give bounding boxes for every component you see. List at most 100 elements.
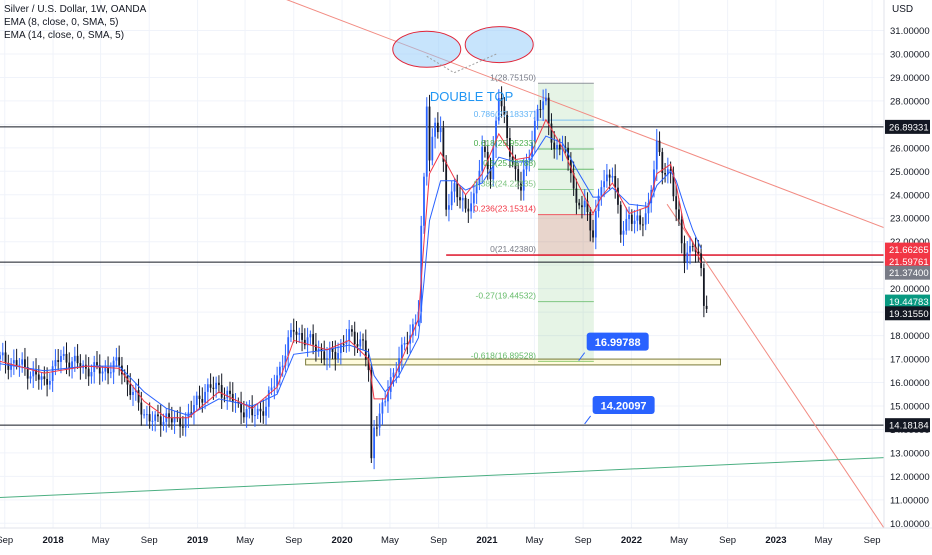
candle — [68, 352, 71, 377]
candle-body — [181, 426, 184, 428]
candle-body — [143, 414, 146, 416]
candle — [475, 178, 478, 204]
candle-body — [691, 246, 694, 248]
axis-price-tag-bg — [885, 265, 930, 280]
candle-body — [248, 406, 251, 409]
candle — [506, 110, 509, 147]
candle — [57, 348, 60, 371]
candle-body — [35, 369, 37, 375]
candle-body — [145, 414, 148, 416]
candle — [115, 347, 118, 368]
candle-body — [378, 413, 381, 428]
candle — [387, 380, 389, 413]
candle — [287, 330, 290, 368]
candle — [26, 356, 29, 390]
candle — [251, 395, 254, 423]
candle — [345, 328, 348, 353]
y-tick-label: 28.00000 — [890, 96, 930, 107]
candle — [359, 331, 362, 357]
candle-body — [353, 331, 356, 345]
x-tick-label: 2018 — [42, 535, 63, 546]
y-tick-label: 13.00000 — [890, 448, 930, 459]
candle-body — [7, 362, 10, 370]
candle — [392, 368, 395, 387]
x-tick-label: 2022 — [621, 535, 642, 546]
candle-body — [317, 348, 320, 352]
candle — [575, 178, 578, 215]
candle — [617, 178, 619, 214]
candle-body — [517, 169, 520, 183]
candle-body — [633, 220, 636, 224]
candle-body — [109, 372, 112, 374]
candle-body — [503, 106, 506, 116]
candle-body — [683, 243, 686, 264]
candle-body — [159, 416, 162, 426]
candle — [154, 410, 157, 432]
candle — [162, 413, 165, 431]
candle — [206, 378, 209, 404]
candle-body — [356, 344, 359, 347]
candle-body — [489, 169, 492, 180]
candle — [348, 319, 351, 352]
candle — [181, 416, 184, 436]
candle-body — [18, 364, 21, 366]
candle — [500, 86, 503, 118]
ema-fast-legend: EMA (8, close, 0, SMA, 5) — [4, 17, 119, 28]
candle-body — [533, 120, 536, 143]
candle-body — [381, 402, 384, 414]
x-tick-label: Sep — [0, 535, 13, 546]
candle — [425, 97, 428, 186]
axis-level-tag-text: 14.18184 — [889, 421, 929, 432]
candle — [495, 115, 497, 158]
candle-body — [514, 162, 517, 170]
candle — [98, 354, 101, 385]
candle — [145, 405, 148, 426]
candle — [62, 346, 65, 361]
candle-body — [578, 202, 581, 206]
candle — [581, 195, 583, 219]
price-callout: 16.99788 — [578, 332, 649, 361]
axis-price-tag: 21.66265 — [885, 242, 930, 257]
y-tick-label: 24.00000 — [890, 190, 930, 201]
candle — [492, 136, 495, 187]
candle-body — [303, 339, 306, 346]
candle-body — [137, 390, 140, 403]
candle — [278, 361, 281, 386]
fib-label: 0.618(25.95233) — [474, 138, 537, 148]
candle-body — [644, 213, 647, 225]
candle — [592, 219, 594, 243]
candle-body — [364, 340, 367, 360]
candle — [431, 128, 434, 166]
candle — [173, 410, 176, 434]
candle-body — [87, 368, 90, 377]
candle — [104, 360, 107, 381]
candle — [436, 112, 439, 139]
candle-body — [608, 174, 611, 178]
candle-body — [600, 187, 603, 196]
candle-body — [328, 348, 331, 359]
fib-label: 0.786(27.18337) — [474, 109, 537, 119]
candle — [680, 213, 683, 254]
candle — [229, 381, 231, 402]
candle — [647, 192, 650, 224]
y-tick-label: 18.00000 — [890, 331, 930, 342]
candle-body — [46, 378, 49, 385]
candle-body — [201, 398, 204, 403]
y-tick-label: 11.00000 — [890, 495, 929, 506]
callout-pointer — [584, 415, 592, 425]
candle — [550, 113, 553, 150]
fib-label: -0.618(16.89528) — [471, 350, 536, 360]
candle-body — [162, 421, 165, 426]
candle-body — [306, 337, 309, 346]
candle — [614, 164, 617, 199]
candle — [611, 167, 614, 183]
candle-body — [21, 359, 24, 365]
candle-body — [359, 339, 362, 347]
candle-body — [448, 205, 450, 210]
candle-body — [226, 390, 229, 399]
candle-body — [461, 197, 464, 201]
candle — [605, 163, 608, 188]
candle-body — [464, 197, 467, 209]
